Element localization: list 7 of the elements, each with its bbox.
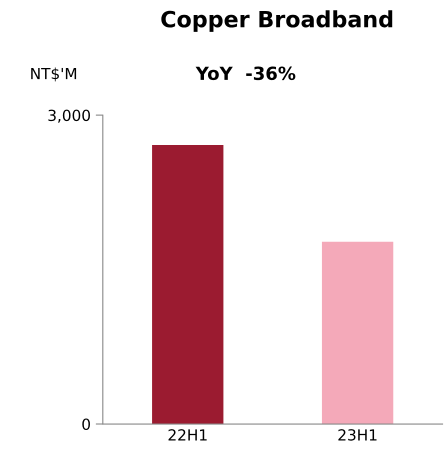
y-tick-label: 3,000 (48, 110, 90, 123)
x-tick-label: 23H1 (338, 429, 377, 441)
y-tick-label: 0 (82, 418, 90, 430)
y-axis-title: NT$'M (31, 67, 76, 82)
x-tick-label: 22H1 (168, 429, 207, 440)
chart-subtitle: YoY -36% (196, 66, 296, 80)
chart-title: Copper Broadband (161, 10, 392, 32)
